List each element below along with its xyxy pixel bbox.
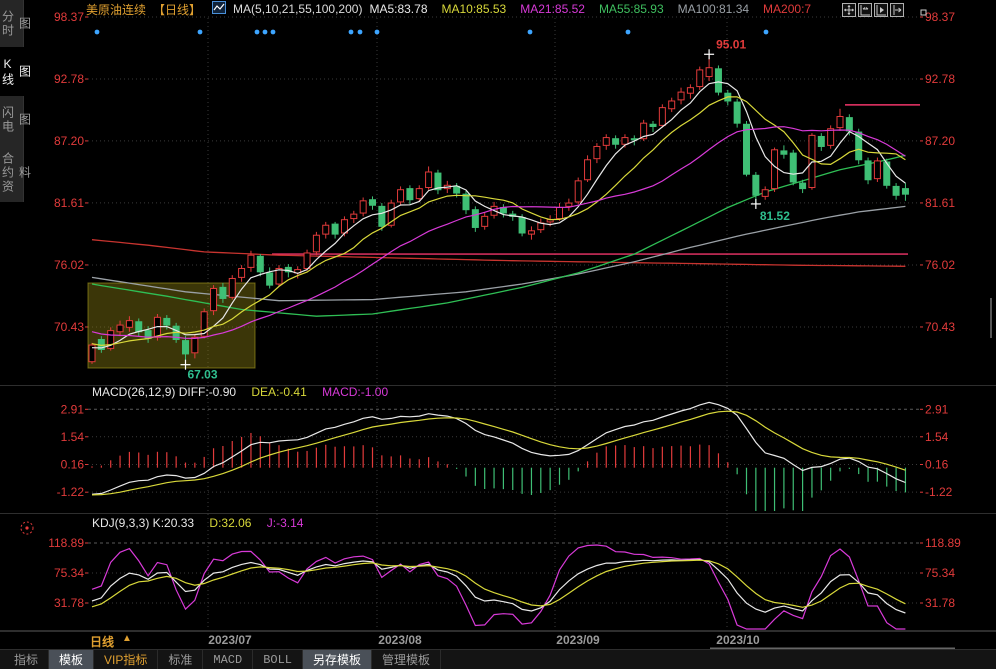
svg-text:81.61: 81.61	[925, 196, 955, 210]
sidebar-item-kline-chart[interactable]: K线图	[0, 47, 32, 97]
svg-text:76.02: 76.02	[925, 258, 955, 272]
crosshair-icon[interactable]	[842, 3, 856, 17]
shift-right-icon[interactable]	[890, 3, 904, 17]
axis-zoom-icon[interactable]	[858, 3, 872, 17]
svg-text:2.91: 2.91	[925, 402, 949, 416]
svg-text:98.37: 98.37	[925, 10, 955, 24]
ma-values-legend: MA5:83.78 MA10:85.53 MA21:85.52 MA55:85.93 M…	[369, 2, 811, 16]
svg-text:-1.22: -1.22	[57, 485, 85, 499]
svg-text:98.37: 98.37	[54, 10, 84, 24]
macd-diff-value: MACD(26,12,9) DIFF:-0.90	[92, 385, 237, 399]
tab-indicator[interactable]: 指标	[4, 650, 50, 669]
macd-dea-value: DEA:-0.41	[251, 385, 307, 399]
svg-text:0.16: 0.16	[61, 457, 85, 471]
svg-text:76.02: 76.02	[54, 258, 84, 272]
date-tick: 2023/10	[716, 633, 760, 647]
ma-value: MA100:81.34	[677, 2, 750, 16]
svg-text:70.43: 70.43	[54, 320, 84, 334]
ma-settings-label: MA(5,10,21,55,100,200)	[233, 2, 363, 16]
period-selector[interactable]: 日线	[90, 635, 115, 649]
chart-type-icon[interactable]	[212, 1, 227, 17]
svg-text:95.01: 95.01	[716, 37, 746, 51]
svg-text:118.89: 118.89	[48, 536, 84, 550]
kdj-k-value: KDJ(9,3,3) K:20.33	[92, 516, 195, 530]
date-tick: 2023/07	[208, 633, 252, 647]
svg-text:1.54: 1.54	[925, 430, 949, 444]
instrument-title: 美原油连续	[86, 2, 147, 17]
svg-text:75.34: 75.34	[54, 566, 84, 580]
period-tag: 【日线】	[153, 2, 202, 17]
kdj-d-value: D:32.06	[209, 516, 252, 530]
tab-vip-indicator[interactable]: VIP指标	[94, 650, 159, 669]
ma-value: MA200:7	[763, 2, 812, 16]
tab-template[interactable]: 模板	[49, 650, 95, 669]
date-axis-row: 日线 ▲ 2023/07 2023/08 2023/09 2023/10	[0, 631, 996, 649]
ma-value: MA5:83.78	[369, 2, 428, 16]
tab-macd[interactable]: MACD	[203, 650, 254, 669]
macd-indicator-header: MACD(26,12,9) DIFF:-0.90 DEA:-0.41 MACD:…	[92, 385, 388, 399]
chart-header: 美原油连续 【日线】 MA(5,10,21,55,100,200) MA5:83…	[26, 0, 856, 18]
kdj-indicator-header: KDJ(9,3,3) K:20.33 D:32.06 J:-3.14	[92, 516, 303, 530]
svg-text:92.78: 92.78	[925, 72, 955, 86]
svg-text:92.78: 92.78	[54, 72, 84, 86]
svg-text:31.78: 31.78	[925, 596, 955, 610]
date-tick: 2023/09	[556, 633, 600, 647]
ma-value: MA55:85.93	[598, 2, 664, 16]
period-dropdown-arrow-icon[interactable]: ▲	[122, 633, 132, 644]
svg-text:1.54: 1.54	[61, 430, 85, 444]
svg-text:0.16: 0.16	[925, 457, 949, 471]
svg-text:87.20: 87.20	[925, 134, 955, 148]
kdj-j-value: J:-3.14	[266, 516, 304, 530]
tab-manage-template[interactable]: 管理模板	[372, 650, 442, 669]
axis-play-icon[interactable]	[874, 3, 888, 17]
svg-text:70.43: 70.43	[925, 320, 955, 334]
sidebar-item-contract-info[interactable]: 合约资料	[0, 151, 32, 194]
chart-toolbar	[842, 3, 904, 17]
macd-macd-value: MACD:-1.00	[322, 385, 389, 399]
svg-text:81.52: 81.52	[760, 209, 790, 223]
svg-text:-1.22: -1.22	[925, 485, 953, 499]
tab-save-as-template[interactable]: 另存模板	[303, 650, 373, 669]
svg-text:81.61: 81.61	[54, 196, 84, 210]
svg-text:75.34: 75.34	[925, 566, 955, 580]
bottom-tab-bar: 指标 模板 VIP指标 标准 MACD BOLL 另存模板 管理模板	[0, 649, 996, 669]
sidebar-item-lightning-chart[interactable]: 闪电图	[0, 105, 32, 134]
svg-text:118.89: 118.89	[925, 536, 961, 550]
tab-standard[interactable]: 标准	[158, 650, 204, 669]
ma-value: MA21:85.52	[520, 2, 585, 16]
svg-text:87.20: 87.20	[54, 134, 84, 148]
chart-type-sidebar: 分时图 K线图 闪电图 合约资料	[0, 0, 32, 202]
date-tick: 2023/08	[378, 633, 422, 647]
svg-text:31.78: 31.78	[54, 596, 84, 610]
sidebar-item-timeshare-chart[interactable]: 分时图	[0, 9, 32, 38]
svg-text:67.03: 67.03	[188, 368, 218, 382]
svg-text:2.91: 2.91	[61, 402, 85, 416]
ma-value: MA10:85.53	[441, 2, 507, 16]
tab-boll[interactable]: BOLL	[253, 650, 304, 669]
